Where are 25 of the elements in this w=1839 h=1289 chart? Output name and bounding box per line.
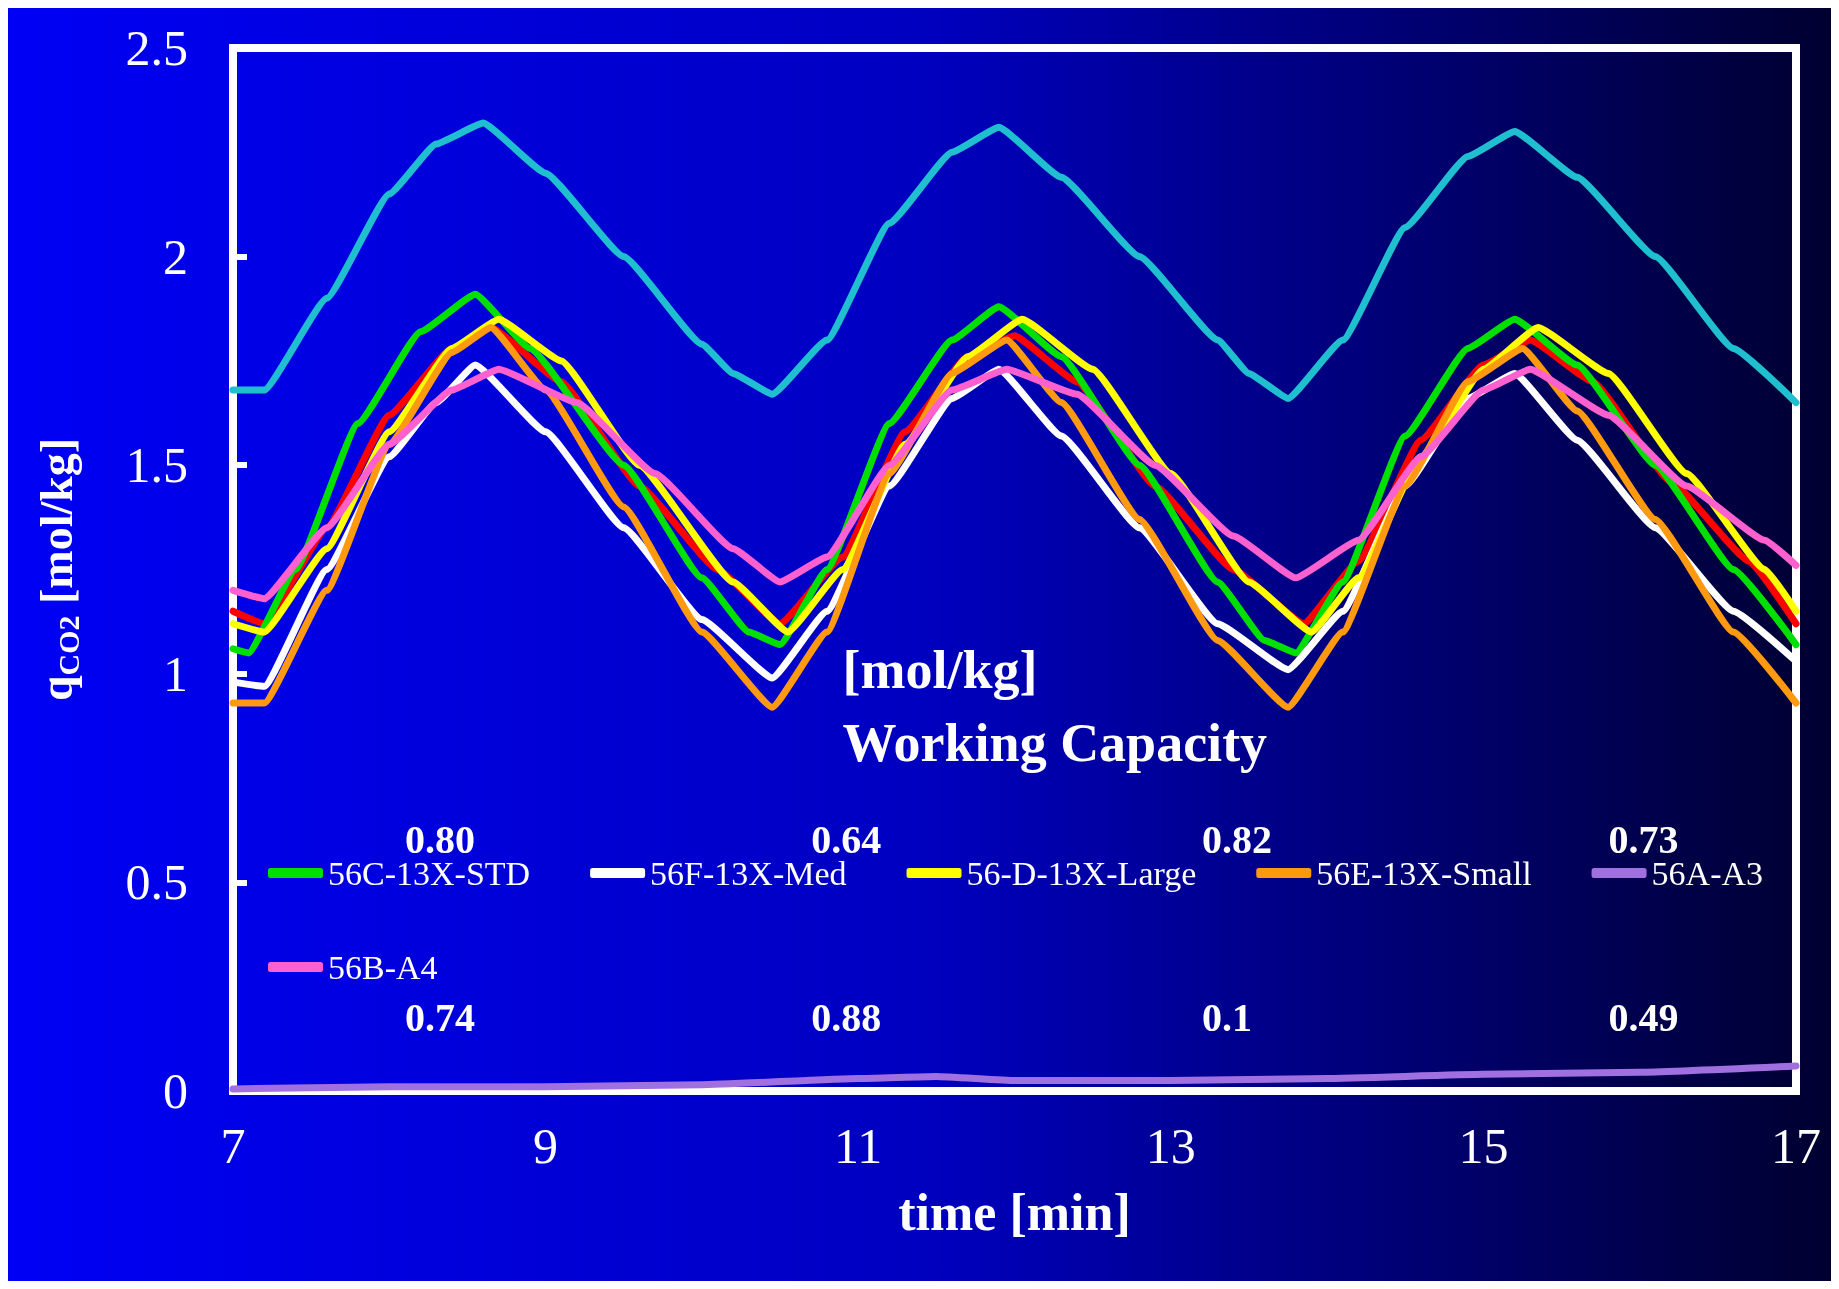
x-tick-label: 11	[834, 1118, 883, 1174]
annotation: 0.88	[811, 994, 882, 1040]
y-tick-label: 1	[163, 645, 188, 702]
y-tick-label: 0.5	[125, 854, 188, 911]
x-tick-label: 13	[1145, 1118, 1196, 1174]
annotation: 0.49	[1608, 994, 1679, 1040]
y-tick-label: 0	[163, 1063, 188, 1119]
y-tick-label: 1.5	[125, 437, 188, 494]
legend-label: 56B-A4	[328, 948, 438, 986]
y-tick-label: 2	[163, 228, 188, 285]
legend-label: 56F-13X-Med	[650, 854, 847, 892]
annotation: Working Capacity	[842, 712, 1268, 773]
x-tick-label: 15	[1458, 1118, 1509, 1174]
x-tick-label: 17	[1771, 1118, 1821, 1174]
legend-label: 56E-13X-Small	[1316, 854, 1532, 892]
annotation: 0.1	[1202, 994, 1253, 1040]
annotation: [mol/kg]	[842, 639, 1038, 700]
legend-label: 56-D-13X-Large	[966, 854, 1197, 892]
y-tick-label: 2.5	[125, 20, 188, 76]
x-tick-label: 7	[220, 1118, 246, 1174]
x-tick-label: 9	[533, 1118, 559, 1174]
annotation: 0.82	[1202, 817, 1273, 863]
annotation: 0.74	[404, 994, 475, 1040]
x-axis-title: time [min]	[898, 1183, 1131, 1241]
y-axis-title: qCO2 [mol/kg]	[30, 437, 85, 702]
